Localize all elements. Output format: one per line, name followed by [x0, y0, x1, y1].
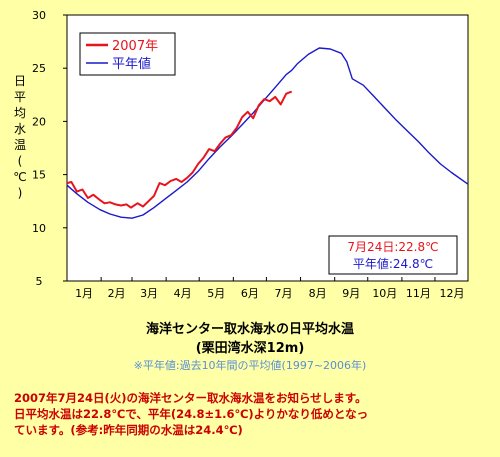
- y-axis-label: 日平均水温 ( ℃): [13, 74, 26, 200]
- annotation: 7月24日:22.8℃ 平年値:24.8℃: [328, 235, 458, 275]
- annotation-date-value: 7月24日:22.8℃: [347, 240, 438, 254]
- chart-note: ※平年値:過去10年間の平均値(1997~2006年): [133, 359, 367, 372]
- y-tick-label: 10: [32, 222, 46, 235]
- message-line-2: 日平均水温は22.8℃で、平年(24.8±1.6℃)よりかなり低めとなっ: [14, 407, 369, 421]
- y-tick-label: 5: [36, 275, 43, 288]
- x-tick-label: 5月: [207, 287, 225, 300]
- x-axis-ticks: 1月 2月 3月 4月 5月 6月 7月 8月 9月 10月 11月 12月: [66, 277, 465, 300]
- y-axis-label-text: 日平均水温 ( ℃): [13, 74, 26, 200]
- chart-title: 海洋センター取水海水の日平均水温: [145, 322, 354, 337]
- x-tick-label: 10月: [372, 287, 397, 300]
- y-axis-label-char: 水: [14, 122, 26, 136]
- x-tick-label: 4月: [174, 287, 192, 300]
- chart-subtitle: (栗田湾水深12m): [195, 341, 305, 356]
- y-axis-label-char: 温: [14, 138, 26, 152]
- message-line-1: 2007年7月24日(火)の海洋センター取水海水温をお知らせします。: [14, 391, 367, 405]
- annotation-normal-value: 平年値:24.8℃: [353, 256, 433, 271]
- y-tick-label: 30: [32, 9, 46, 22]
- series-line-2007: [66, 90, 293, 209]
- y-axis-label-char: 平: [14, 90, 26, 104]
- y-axis-label-char: (: [18, 154, 23, 168]
- y-tick-label: 25: [32, 62, 46, 75]
- series-layer: [66, 47, 469, 219]
- legend-box: [79, 32, 176, 76]
- legend-label-2007: 2007年: [112, 39, 158, 54]
- annotation-box: [328, 235, 458, 275]
- y-tick-label: 15: [32, 169, 46, 182]
- x-tick-label: 3月: [140, 287, 158, 300]
- x-tick-label: 9月: [342, 287, 360, 300]
- y-axis-label-char: 日: [14, 74, 26, 88]
- message-line-3: ています。(参考:昨年同期の水温は24.4℃): [14, 423, 243, 437]
- y-axis-ticks: 5 10 15 20 25 30: [32, 9, 67, 288]
- series-line-normal: [66, 47, 469, 219]
- x-tick-label: 7月: [274, 287, 292, 300]
- y-tick-label: 20: [32, 115, 46, 128]
- y-axis-label-char: ℃: [13, 170, 26, 184]
- x-tick-label: 1月: [75, 287, 93, 300]
- x-tick-label: 11月: [406, 287, 431, 300]
- x-tick-label: 6月: [241, 287, 259, 300]
- y-axis-label-char: 均: [14, 106, 26, 120]
- legend: 2007年 平年値: [79, 32, 176, 76]
- legend-label-normal: 平年値: [112, 56, 151, 72]
- message-block: 2007年7月24日(火)の海洋センター取水海水温をお知らせします。 日平均水温…: [14, 390, 494, 438]
- y-axis-label-char: ): [18, 186, 23, 200]
- x-tick-label: 8月: [309, 287, 327, 300]
- x-tick-label: 12月: [440, 287, 465, 300]
- x-tick-label: 2月: [108, 287, 126, 300]
